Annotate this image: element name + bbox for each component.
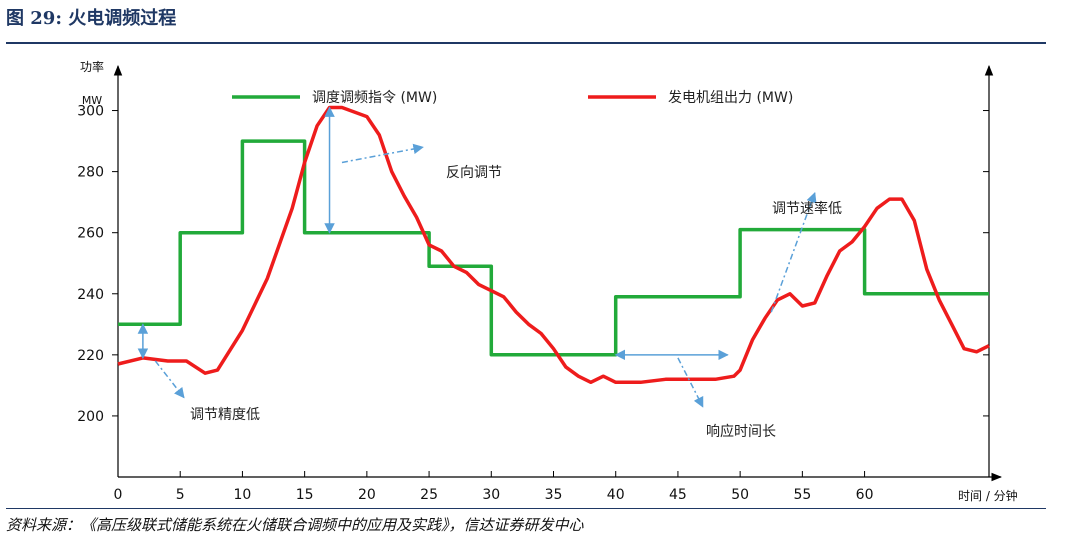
x-tick-label: 25: [420, 487, 438, 503]
x-tick-label: 60: [856, 487, 874, 503]
title-rule: [6, 42, 1046, 44]
x-tick-label: 10: [234, 487, 252, 503]
x-tick-label: 15: [296, 487, 314, 503]
legend-label: 发电机组出力 (MW): [668, 90, 793, 106]
source-note: 资料来源：《高压级联式储能系统在火储联合调频中的应用及实践》，信达证券研发中心: [6, 516, 584, 534]
x-tick-label: 5: [176, 487, 185, 503]
generator-output-line: [117, 105, 990, 385]
y-tick-label: 260: [77, 226, 104, 242]
y-tick-label: 220: [77, 348, 104, 364]
annotation-label: 响应时间长: [706, 423, 776, 440]
dispatch-command-line: [118, 139, 989, 357]
y-axis-label: 功率: [80, 59, 104, 74]
x-tick-label: 20: [358, 487, 376, 503]
x-axis-label: 时间 / 分钟: [958, 488, 1018, 503]
x-tick-label: 40: [607, 487, 625, 503]
y-axis-unit: MW: [82, 94, 102, 107]
annotation-label: 调节速率低: [772, 200, 842, 217]
x-tick-label: 0: [114, 487, 123, 503]
source-rule: [6, 508, 1046, 509]
x-tick-label: 45: [669, 487, 687, 503]
annotation-pointer: [154, 360, 185, 399]
x-tick-label: 50: [731, 487, 749, 503]
y-tick-label: 300: [77, 104, 104, 120]
y-tick-label: 240: [77, 287, 104, 303]
y-tick-label: 280: [77, 165, 104, 181]
x-tick-label: 35: [545, 487, 563, 503]
x-tick-label: 30: [482, 487, 500, 503]
x-tick-label: 55: [793, 487, 811, 503]
legend-label: 调度调频指令 (MW): [312, 90, 437, 106]
figure-title: 图 29: 火电调频过程: [6, 8, 177, 29]
annotation-label: 反向调节: [446, 165, 502, 181]
annotation-label: 调节精度低: [190, 407, 260, 423]
y-tick-label: 200: [77, 409, 104, 425]
annotation-pointer: [677, 357, 704, 408]
